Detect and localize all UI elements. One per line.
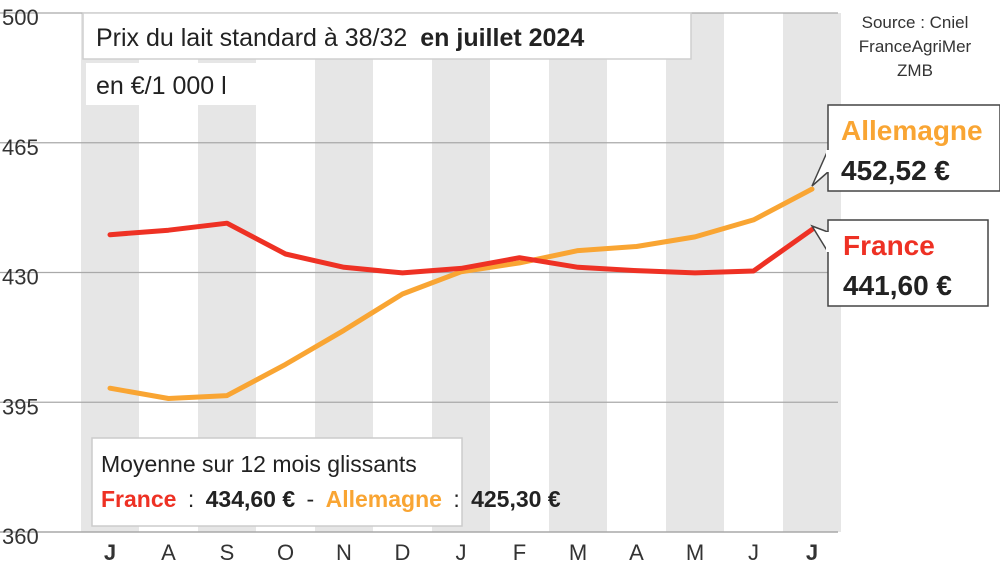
series-lines bbox=[107, 186, 815, 401]
note-germany-label: Allemagne bbox=[326, 486, 442, 512]
x-tick-label: S bbox=[220, 540, 235, 561]
x-tick-label: A bbox=[161, 540, 176, 561]
source-line-3: ZMB bbox=[897, 61, 933, 80]
series-line-allemagne bbox=[107, 186, 815, 401]
y-tick-label: 465 bbox=[2, 135, 39, 160]
france-end-value: 441,60 € bbox=[843, 270, 952, 301]
x-tick-label: F bbox=[513, 540, 526, 561]
chart-title-bold: en juillet 2024 bbox=[420, 24, 584, 52]
x-tick-label: J bbox=[456, 540, 467, 561]
x-tick-label: J bbox=[104, 540, 116, 561]
x-tick-label: J bbox=[748, 540, 759, 561]
source: Source : Cniel FranceAgriMer ZMB bbox=[859, 13, 972, 80]
note-values: France : 434,60 € - Allemagne : 425,30 € bbox=[101, 486, 561, 512]
y-tick-label: 430 bbox=[2, 265, 39, 290]
france-end-name: France bbox=[843, 230, 935, 261]
note-france-value: 434,60 € bbox=[206, 486, 296, 512]
x-tick-label: M bbox=[686, 540, 704, 561]
y-tick-label: 395 bbox=[2, 394, 39, 419]
y-axis: 360 395 430 465 500 bbox=[2, 5, 39, 549]
chart-subtitle: en €/1 000 l bbox=[96, 72, 227, 100]
chart-title-regular: Prix du lait standard à 38/32 bbox=[96, 24, 407, 52]
y-tick-label: 360 bbox=[2, 524, 39, 549]
france-end-label: France 441,60 € bbox=[810, 219, 989, 307]
rolling-average-note: Moyenne sur 12 mois glissants France : 4… bbox=[91, 437, 561, 527]
y-tick-label: 500 bbox=[2, 5, 39, 30]
note-separator: - bbox=[307, 486, 315, 512]
x-tick-label: M bbox=[569, 540, 587, 561]
germany-end-label: Allemagne 452,52 € bbox=[811, 104, 1000, 192]
source-line-1: Source : Cniel bbox=[862, 13, 969, 32]
note-title: Moyenne sur 12 mois glissants bbox=[101, 451, 417, 477]
x-tick-label: N bbox=[336, 540, 352, 561]
germany-end-value: 452,52 € bbox=[841, 155, 950, 186]
source-line-2: FranceAgriMer bbox=[859, 37, 972, 56]
x-tick-label: O bbox=[277, 540, 294, 561]
note-france-label: France bbox=[101, 486, 176, 512]
title-box: Prix du lait standard à 38/32 en juillet… bbox=[82, 12, 692, 60]
x-tick-label: D bbox=[395, 540, 411, 561]
chart-title: Prix du lait standard à 38/32 en juillet… bbox=[96, 24, 584, 52]
x-tick-label: J bbox=[806, 540, 818, 561]
note-germany-value: 425,30 € bbox=[471, 486, 561, 512]
germany-end-name: Allemagne bbox=[841, 115, 983, 146]
x-tick-label: A bbox=[629, 540, 644, 561]
series-line-france bbox=[107, 220, 815, 276]
